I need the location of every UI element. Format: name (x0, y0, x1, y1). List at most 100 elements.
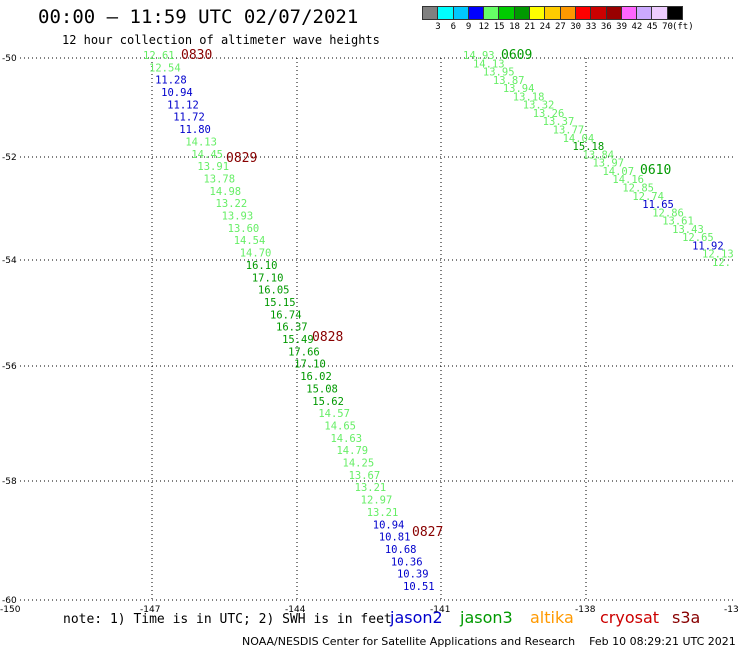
latitude-label: -54 (2, 256, 17, 266)
pass-time-label: 0830 (181, 48, 212, 63)
swh-value: 13.43 (672, 224, 704, 236)
color-scale-label: 12 (478, 22, 490, 32)
swh-value: 14.45 (191, 149, 223, 161)
pass-time-label: 0829 (226, 151, 257, 166)
longitude-label: -13 (724, 605, 739, 615)
credit-line: NOAA/NESDIS Center for Satellite Applica… (242, 635, 736, 648)
swh-value: 14.54 (234, 235, 266, 247)
swh-value: 13.61 (662, 216, 694, 228)
swh-value: 12.13 (702, 249, 734, 261)
swh-value: 10.94 (373, 519, 405, 531)
color-scale-labels: 3 6 9 12 15 18 21 24 27 30 33 36 39 42 45 70 (ft) (422, 22, 740, 34)
swh-value: 12.85 (622, 182, 654, 194)
legend-item-jason3: jason3 (460, 608, 513, 627)
swh-value: 11.92 (692, 240, 724, 252)
latitude-label: -52 (2, 153, 17, 163)
swh-value: 16.05 (258, 285, 290, 297)
swh-value: 15.15 (264, 297, 296, 309)
swh-value: 13.67 (349, 470, 381, 482)
swh-value: 15.49 (282, 334, 314, 346)
swh-value: 14.13 (473, 58, 505, 70)
color-scale-label: 9 (465, 22, 472, 32)
swh-value: 16.74 (270, 309, 302, 321)
swh-value: 13.26 (533, 108, 565, 120)
swh-value: 13.60 (228, 223, 260, 235)
longitude-label: -138 (575, 605, 596, 615)
color-scale-cell (666, 6, 684, 20)
swh-value: 14.70 (240, 248, 272, 260)
swh-value: 14.65 (324, 420, 356, 432)
swh-value: 17.66 (288, 346, 320, 358)
color-scale-label: 30 (570, 22, 582, 32)
swh-value: 16.37 (276, 322, 308, 334)
swh-value: 11.80 (179, 124, 211, 136)
latitude-label: -56 (2, 362, 17, 372)
pass-time-label: 0610 (640, 163, 671, 178)
page-title: 00:00 — 11:59 UTC 02/07/2021 (38, 6, 359, 28)
color-scale-label: 18 (509, 22, 520, 32)
swh-value: 17.10 (294, 359, 326, 371)
swh-value: 12.54 (149, 62, 181, 74)
swh-value: 15.08 (306, 383, 338, 395)
color-scale-label: 42 (631, 22, 643, 32)
swh-value: 13.97 (592, 158, 624, 170)
swh-value: 13.18 (513, 91, 545, 103)
swh-value: 16.10 (246, 260, 278, 272)
swh-value: 12.65 (682, 232, 714, 244)
swh-value: 16.02 (300, 371, 332, 383)
swh-value: 14.25 (343, 458, 375, 470)
swh-value: 14.63 (330, 433, 362, 445)
swh-value: 14.07 (602, 166, 634, 178)
swh-value: 13.93 (222, 211, 254, 223)
swh-value: 10.51 (403, 581, 435, 593)
swh-value: 12.97 (361, 495, 393, 507)
swh-value: 13.32 (523, 100, 555, 112)
color-scale-bar (422, 6, 684, 20)
swh-value: 13.91 (197, 161, 229, 173)
swh-value: 14.13 (185, 136, 217, 148)
longitude-label: -141 (430, 605, 450, 615)
pass-time-label: 0828 (312, 330, 343, 345)
swh-value: 10.36 (391, 556, 423, 568)
swh-value: 13.21 (367, 507, 399, 519)
swh-value: 13.21 (355, 482, 387, 494)
color-scale-label: 6 (450, 22, 457, 32)
swh-value: 14.16 (612, 174, 644, 186)
swh-value: 10.39 (397, 569, 429, 581)
swh-value: 13.78 (203, 173, 235, 185)
pass-time-label: 0609 (501, 48, 532, 63)
swh-value: 11.28 (155, 75, 187, 87)
swh-value: 13.22 (216, 198, 248, 210)
swh-value: 13.94 (503, 83, 535, 95)
color-scale-label: 45 (646, 22, 658, 32)
page-subtitle: 12 hour collection of altimeter wave hei… (62, 33, 380, 47)
longitude-label: -147 (140, 605, 160, 615)
swh-value: 12.86 (652, 207, 684, 219)
swh-value: 11.65 (642, 199, 674, 211)
color-scale-label: 24 (539, 22, 551, 32)
swh-value: 10.81 (379, 532, 411, 544)
swh-value: 14.79 (336, 445, 368, 457)
pass-time-label: 0827 (412, 525, 443, 540)
swh-value: 10.68 (385, 544, 417, 556)
swh-value: 14.98 (210, 186, 242, 198)
swh-value: 14.04 (563, 133, 595, 145)
color-scale-label: 15 (493, 22, 505, 32)
swh-value: 11.72 (173, 112, 205, 124)
swh-value: 13.77 (553, 125, 585, 137)
latitude-label: -60 (2, 596, 17, 606)
legend-item-altika: altika (530, 608, 574, 627)
color-scale-label: 33 (585, 22, 597, 32)
swh-value: 11.12 (167, 99, 199, 111)
swh-value: 14.57 (318, 408, 350, 420)
legend-item-s3a: s3a (672, 608, 701, 627)
latitude-label: -50 (2, 54, 17, 64)
swh-value: 12. (712, 257, 731, 269)
color-scale-label: 70 (662, 22, 673, 32)
swh-value: 12.61 (143, 50, 175, 62)
swh-value: 15.62 (312, 396, 344, 408)
color-scale-label: 21 (524, 22, 536, 32)
swh-value: 13.37 (543, 116, 575, 128)
